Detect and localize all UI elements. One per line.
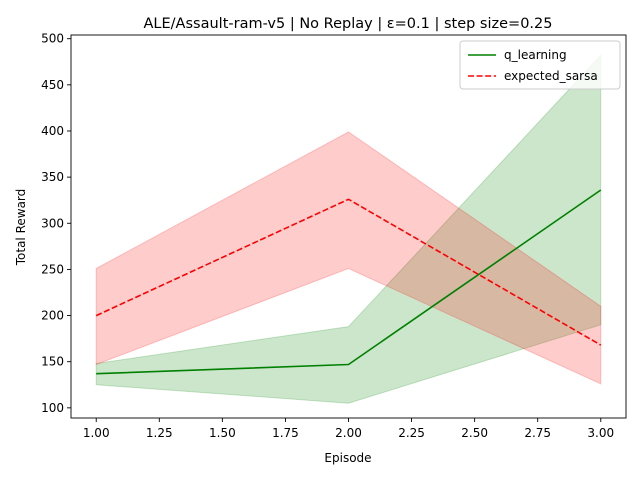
y-tick-label: 150 (41, 355, 64, 369)
y-tick-label: 500 (41, 32, 64, 46)
y-tick-label: 350 (41, 170, 64, 184)
legend-label-expected-sarsa: expected_sarsa (504, 69, 598, 83)
axes: 1.00 1.25 1.50 1.75 2.00 2.25 2.50 2.75 3.00 100 1… (41, 32, 627, 440)
x-tick-label: 2.75 (524, 426, 551, 440)
x-tick-label: 1.50 (209, 426, 236, 440)
y-axis-label: Total Reward (14, 189, 28, 267)
x-tick-label: 1.00 (83, 426, 110, 440)
x-tick-label: 1.25 (146, 426, 173, 440)
x-tick-label: 2.50 (461, 426, 488, 440)
x-tick-label: 1.75 (272, 426, 299, 440)
legend: q_learning expected_sarsa (459, 40, 621, 90)
band-q-learning (95, 54, 602, 404)
x-axis-label: Episode (324, 451, 371, 465)
chart-title: ALE/Assault-ram-v5 | No Replay | ε=0.1 |… (144, 16, 553, 32)
band-expected-sarsa (95, 131, 602, 385)
y-tick-label: 300 (41, 216, 64, 230)
y-tick-label: 450 (41, 78, 64, 92)
confidence-bands (95, 54, 602, 404)
line-q-learning (96, 189, 602, 375)
series-lines (95, 189, 602, 375)
y-tick-label: 250 (41, 262, 64, 276)
legend-box (459, 40, 621, 90)
x-tick-label: 2.25 (398, 426, 425, 440)
line-expected-sarsa (95, 198, 602, 346)
y-tick-label: 200 (41, 309, 64, 323)
legend-label-q-learning: q_learning (504, 48, 567, 62)
y-tick-label: 100 (41, 401, 64, 415)
x-tick-label: 3.00 (587, 426, 614, 440)
x-tick-label: 2.00 (335, 426, 362, 440)
y-tick-label: 400 (41, 124, 64, 138)
